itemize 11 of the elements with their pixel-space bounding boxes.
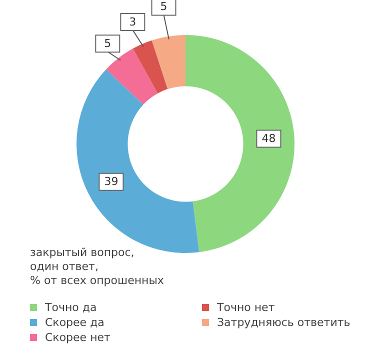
data-label: 5 (160, 0, 168, 14)
data-label: 3 (129, 15, 136, 28)
legend-label: Точно нет (217, 301, 275, 314)
legend-label: Затрудняюсь ответить (217, 316, 350, 329)
data-label: 48 (262, 132, 276, 146)
data-label: 39 (104, 175, 118, 188)
text: закрытый вопрос, один ответ, % от всех опрошенных (30, 246, 164, 288)
legend-label: Скорее нет (45, 331, 110, 344)
legend-label: Скорее да (45, 316, 104, 329)
legend-label: Точно да (45, 301, 97, 314)
data-label: 5 (104, 37, 112, 50)
